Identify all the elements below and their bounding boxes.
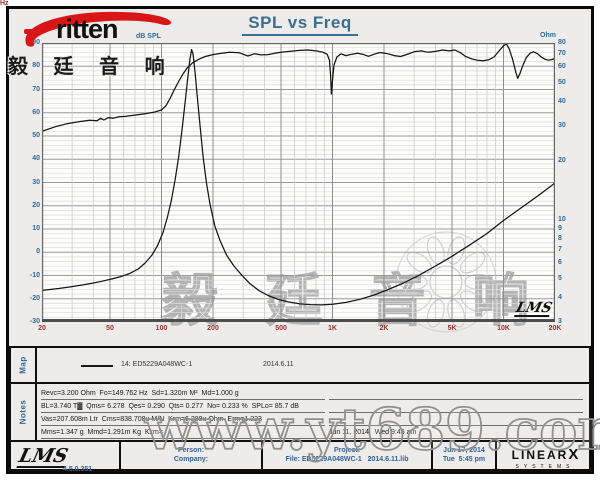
notes-tab: Notes xyxy=(11,384,37,440)
linearx-logo: LINEARX xyxy=(511,446,579,463)
linearx-systems-label: SYSTEMS xyxy=(515,464,575,470)
y-left-tick-60: 60 xyxy=(32,108,40,116)
spl-impedance-plot xyxy=(42,43,555,322)
y-left-tick-30: 30 xyxy=(32,178,40,186)
x-tick-20K: 20K xyxy=(548,325,562,332)
y-left-tick--10: -10 xyxy=(29,271,40,279)
x-tick-100: 100 xyxy=(155,325,168,332)
y-left-tick-40: 40 xyxy=(32,155,40,163)
y-right-tick-60: 60 xyxy=(558,63,566,71)
notes-right-line-2 xyxy=(329,400,583,413)
y-right-tick-20: 20 xyxy=(558,156,566,164)
brand-logo: ritten 毅 廷 音 响 xyxy=(8,6,198,78)
curve-impedance xyxy=(42,48,555,306)
page-title: SPL vs Freq xyxy=(242,13,358,36)
notes-right-column: Jun 11, 2014 Wed 9:45 am xyxy=(329,387,583,439)
footer-date-cell: Jun 17, 2014 Tue 5:45 pm xyxy=(433,442,497,469)
notes-line-4: Mms=1.347 g Mmd=1.291m Kg Kxm= xyxy=(41,426,325,439)
y-left-tick--30: -30 xyxy=(29,318,40,325)
notes-line-3: Vas=207.608m Ltr Cms=838.708u M/N Krm=6.… xyxy=(41,413,325,426)
y-right-tick-80: 80 xyxy=(558,39,566,46)
y-right-tick-7: 7 xyxy=(558,246,562,253)
chinese-watermark: 毅 廷 音 响 xyxy=(161,268,545,333)
x-tick-500: 500 xyxy=(275,325,287,332)
legend-curve-label: 14: ED5229A048WC-1 xyxy=(121,361,193,368)
y-right-tick-4: 4 xyxy=(558,293,562,301)
y-left-tick-90: 90 xyxy=(32,39,40,46)
print-date: Jun 17, 2014 xyxy=(443,447,485,454)
notes-right-line-3 xyxy=(329,413,583,426)
title-band: SPL vs Freq xyxy=(0,13,600,36)
logo-swoosh-icon xyxy=(24,11,172,47)
notes-panel: Notes Revc=3.200 Ohm Fo=149.762 Hz Sd=1.… xyxy=(9,382,591,442)
y-right-tick-30: 30 xyxy=(558,122,566,130)
y-left-tick-80: 80 xyxy=(32,62,40,70)
legend-curve-date: 2014.6.11 xyxy=(263,361,294,368)
y-left-tick--20: -20 xyxy=(29,294,40,302)
y-left-tick-20: 20 xyxy=(32,201,40,209)
project-label: Project: xyxy=(333,447,361,454)
footer-project-cell: Project: File: ED5229A048WC-1 2014.6.11.… xyxy=(263,442,433,469)
notes-parameters: Revc=3.200 Ohm Fo=149.762 Hz Sd=1.320m M… xyxy=(41,387,325,439)
notes-line-1: Revc=3.200 Ohm Fo=149.762 Hz Sd=1.320m M… xyxy=(41,387,325,400)
lms-logo: LMS xyxy=(16,445,71,468)
map-tab: Map xyxy=(11,348,37,382)
notes-right-line-1 xyxy=(329,387,583,400)
company-label: Company: xyxy=(173,456,209,463)
x-tick-20: 20 xyxy=(38,325,46,332)
y-left-tick-70: 70 xyxy=(32,85,40,93)
y-left-tick-0: 0 xyxy=(36,248,40,256)
x-tick-200: 200 xyxy=(207,325,219,332)
x-tick-2K: 2K xyxy=(379,325,389,332)
y-right-tick-3: 3 xyxy=(558,318,562,325)
brand-name: ritten xyxy=(56,14,118,44)
person-label: Person: xyxy=(177,447,205,454)
y-right-tick-6: 6 xyxy=(558,259,562,267)
y-right-tick-8: 8 xyxy=(558,234,562,242)
notes-right-date: Jun 11, 2014 Wed 9:45 am xyxy=(329,426,583,439)
right-axis-unit-label: Ohm xyxy=(540,32,556,39)
y-right-tick-40: 40 xyxy=(558,97,566,105)
brand-name-chinese: 毅 廷 音 响 xyxy=(8,56,175,78)
x-tick-50: 50 xyxy=(106,325,114,332)
map-panel: Map 14: ED5229A048WC-1 2014.6.11 xyxy=(9,346,591,384)
y-right-tick-10: 10 xyxy=(558,215,566,223)
x-tick-10K: 10K xyxy=(497,325,510,332)
x-axis-unit-label: Hz xyxy=(0,0,9,7)
x-tick-5K: 5K xyxy=(447,325,457,332)
y-right-tick-70: 70 xyxy=(558,50,566,58)
print-time: Tue 5:45 pm xyxy=(442,456,486,463)
footer-linearx-cell: LINEARX SYSTEMS xyxy=(497,442,593,470)
project-file: File: ED5229A048WC-1 2014.6.11.lib xyxy=(285,456,409,463)
y-right-tick-9: 9 xyxy=(558,224,562,232)
y-right-tick-50: 50 xyxy=(558,78,566,86)
site-watermark: www.yt689.com xyxy=(144,395,600,464)
notes-line-2: BL=3.740 T▓ Qms= 6.278 Qes= 0.290 Qts= 0… xyxy=(41,400,325,413)
footer-person-cell: Person: Company: xyxy=(121,442,263,469)
y-left-tick-50: 50 xyxy=(32,132,40,139)
y-right-tick-5: 5 xyxy=(558,274,562,282)
lms-plot-watermark: LMS xyxy=(514,300,554,317)
y-left-tick-10: 10 xyxy=(32,225,40,232)
x-tick-1K: 1K xyxy=(328,325,337,332)
left-axis-unit-label: dB SPL xyxy=(136,33,161,40)
legend-curve-swatch xyxy=(81,365,113,367)
